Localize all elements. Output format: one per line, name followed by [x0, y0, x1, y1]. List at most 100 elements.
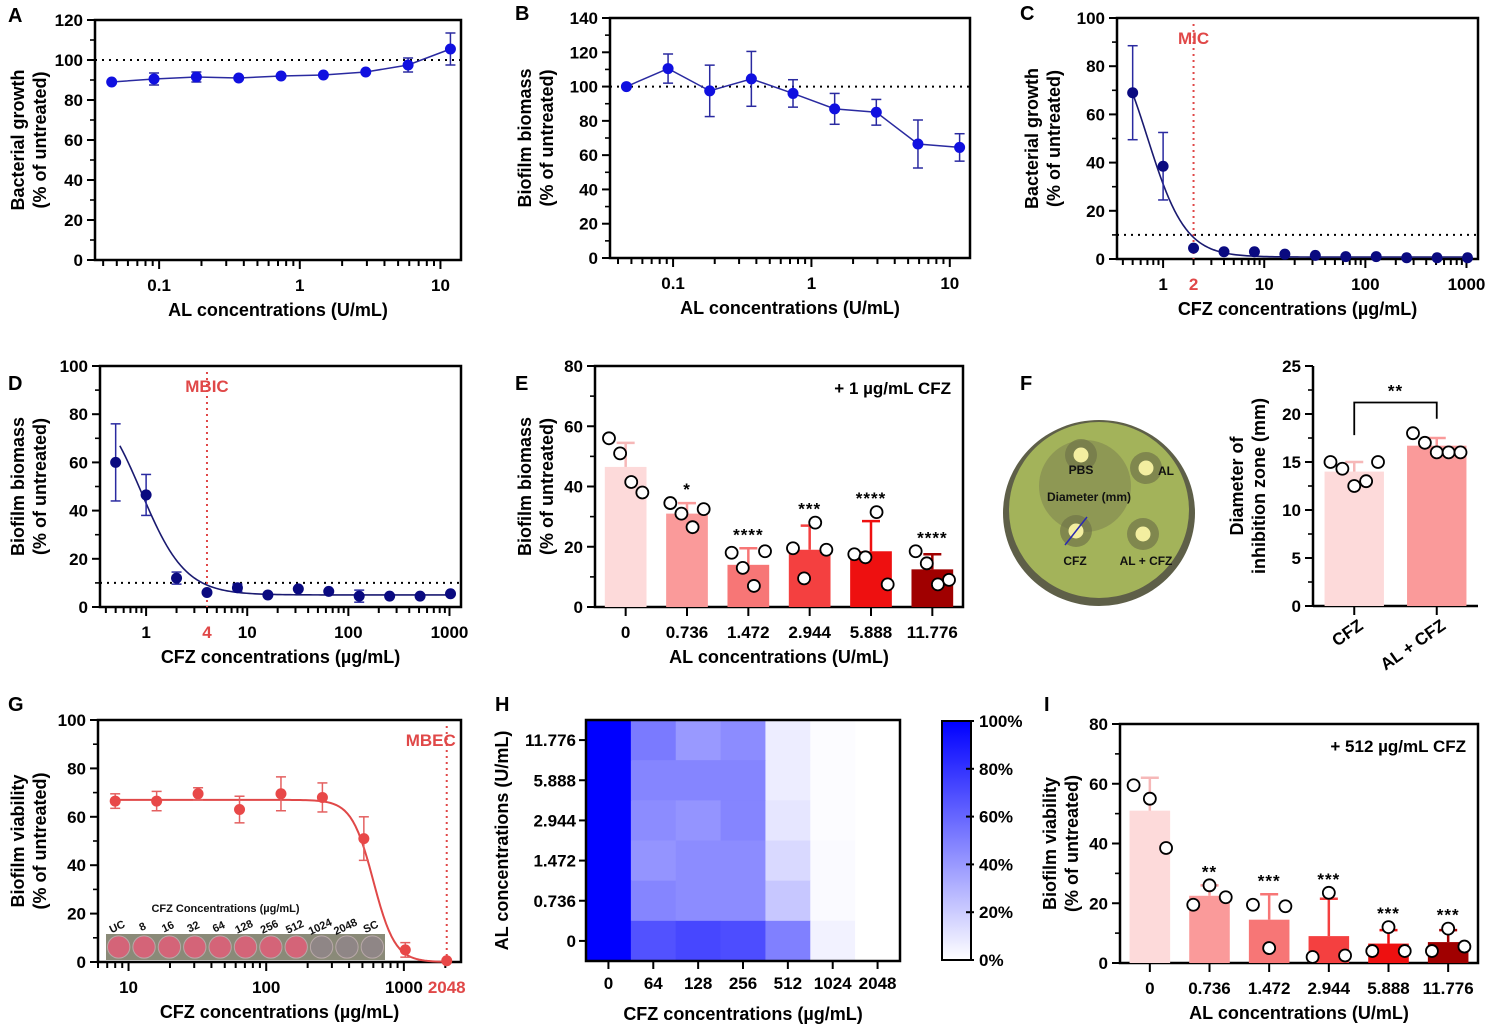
replicate-point	[1186, 897, 1201, 912]
heatmap-cell	[586, 920, 632, 962]
x-axis-label: AL concentrations (U/mL)	[680, 298, 900, 318]
data-point	[829, 103, 841, 115]
plate-label: PBS	[1069, 463, 1094, 477]
y-tick-label: 15	[1282, 453, 1301, 472]
colorbar-tick-label: 60%	[979, 808, 1013, 827]
well-label: SC	[362, 919, 381, 936]
data-point	[954, 141, 966, 153]
well-label: 8	[137, 921, 148, 934]
heatmap-cell	[675, 880, 722, 922]
data-point	[662, 63, 674, 75]
data-point	[360, 66, 372, 78]
replicate-point	[624, 475, 639, 489]
heatmap-cell	[765, 800, 811, 841]
y-tick-label: 1.472	[533, 852, 576, 871]
data-point	[316, 791, 328, 803]
heatmap-cell	[630, 880, 677, 922]
y-axis-label: (% of untreated)	[30, 772, 50, 909]
replicate-point	[1335, 461, 1350, 476]
data-point	[140, 489, 152, 501]
y-axis-label: AL concentrations (U/mL)	[492, 731, 512, 951]
x-tick-label: 11.776	[1423, 979, 1474, 998]
heatmap-cell	[855, 760, 901, 801]
data-point	[192, 788, 204, 800]
replicate-point	[1457, 939, 1472, 954]
replicate-point	[819, 542, 834, 557]
x-tick-label: 2048	[859, 974, 897, 993]
plate-label: Diameter (mm)	[1047, 490, 1131, 504]
y-axis-label: Biofilm biomass	[515, 417, 535, 556]
heatmap-cell	[720, 840, 766, 882]
heatmap-cell	[720, 720, 766, 761]
chart-panel-f: 0 5 10 15 20 25 CFZ AL + CFZ ** Diameter of inhibi…	[1227, 357, 1478, 674]
y-tick-label: 0	[77, 953, 86, 972]
condition-annotation: + 512 µg/mL CFZ	[1330, 737, 1466, 756]
data-point	[402, 59, 414, 71]
well	[335, 935, 359, 959]
y-axis-label: Diameter of	[1227, 435, 1247, 535]
replicate-point	[635, 485, 650, 500]
x-tick-label: 2.944	[788, 623, 831, 642]
panel-label-b: B	[515, 3, 529, 25]
replicate-point	[942, 572, 956, 587]
heatmap-cell	[810, 840, 856, 882]
y-tick-label: 20	[579, 215, 598, 234]
y-axis-label: (% of untreated)	[537, 69, 557, 206]
y-tick-label: 0	[1099, 954, 1108, 973]
plate-label: AL + CFZ	[1120, 554, 1173, 568]
well	[157, 935, 182, 959]
colorbar-tick-label: 100%	[979, 712, 1022, 731]
x-tick-label: 1	[295, 276, 304, 295]
y-tick-label: 10	[1282, 501, 1301, 520]
y-tick-label: 40	[64, 171, 83, 190]
plot-frame	[93, 18, 463, 262]
y-tick-label: 20	[69, 550, 88, 569]
y-tick-label: 60	[564, 417, 583, 436]
heatmap-cell	[630, 920, 677, 962]
chart-panel-a: 0 20 40 60 80 100 120 0.1 1 10 Bacterial growth (% …	[8, 11, 463, 320]
data-point	[444, 43, 456, 55]
data-point	[109, 795, 121, 807]
heatmap-cell	[675, 720, 722, 761]
panel-label-h: H	[495, 694, 509, 716]
replicate-point	[685, 520, 700, 535]
bar	[1129, 810, 1171, 963]
replicate-point	[880, 577, 895, 592]
heatmap-cell	[630, 800, 677, 841]
replicate-point	[1246, 897, 1260, 912]
data-point	[1157, 160, 1169, 172]
y-tick-label: 20	[64, 211, 83, 230]
heatmap-cell	[720, 880, 766, 922]
well	[107, 935, 131, 959]
heatmap-cell	[720, 760, 766, 801]
data-point	[399, 944, 411, 956]
y-tick-label: 80	[69, 405, 88, 424]
replicate-point	[1323, 455, 1338, 469]
data-point	[231, 582, 243, 594]
significance-label: ***	[1258, 871, 1281, 890]
significance-label: **	[1202, 862, 1217, 881]
x-axis-label: CFZ concentrations (µg/mL)	[160, 1002, 399, 1022]
y-axis-label: (% of untreated)	[537, 418, 557, 555]
significance-label: ****	[733, 525, 763, 544]
significance-label: ***	[1377, 904, 1400, 923]
y-tick-label: 60	[69, 453, 88, 472]
y-tick-label: 60	[1086, 105, 1105, 124]
chart-panel-d: 0 20 40 60 80 100 1 10 100 1000 MBIC 4 Biofilm bioma…	[8, 357, 468, 667]
replicate-point	[1417, 435, 1432, 450]
well	[233, 935, 258, 959]
x-tick-label: 0.1	[661, 274, 685, 293]
well-label: 512	[284, 918, 306, 937]
y-axis-label: Biofilm biomass	[8, 417, 28, 556]
heatmap-cell	[810, 760, 856, 801]
plot-frame	[1115, 16, 1480, 261]
significance-label: ***	[798, 500, 821, 519]
replicate-point	[1305, 950, 1320, 964]
replicate-point	[1441, 921, 1456, 936]
heatmap-cell	[675, 800, 722, 841]
colorbar-tick-label: 0%	[979, 951, 1004, 970]
colorbar-tick-label: 40%	[979, 855, 1013, 874]
heatmap-cell	[810, 920, 856, 962]
heatmap-cell	[720, 800, 766, 841]
significance-label: *	[683, 480, 691, 499]
